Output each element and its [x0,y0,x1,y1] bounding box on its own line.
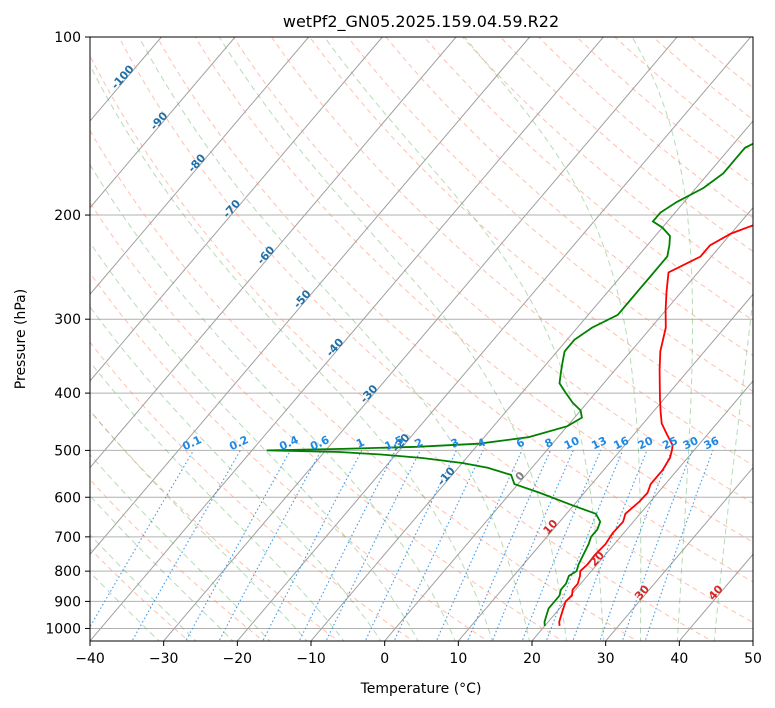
moist-adiabat-line [90,163,456,641]
x-tick-label: 50 [744,651,762,667]
mixing-ratio-label: 25 [660,434,679,452]
dry-adiabat-line [156,37,753,583]
x-tick-label: 0 [380,651,389,667]
plot-frame [89,36,754,642]
moist-adiabat-line [90,571,160,641]
x-axis-label: Temperature (°C) [360,681,482,697]
isotherm-line [383,206,753,641]
moist-adiabat-line [90,533,197,641]
isotherm-line [752,640,753,641]
mixing-ratio-label: 20 [636,434,656,452]
y-tick-label: 300 [54,312,81,328]
y-tick-label: 900 [54,594,81,610]
mixing-ratio-line [572,450,648,641]
isotherm-line [531,380,753,641]
mixing-ratio-label: 30 [681,434,701,452]
mixing-ratio-line [644,450,714,641]
chart-title: wetPf2_GN05.2025.159.04.59.R22 [283,12,559,32]
moist-adiabat-line [90,64,493,641]
moist-adiabat-line [90,409,308,641]
x-tick-label: 20 [523,651,541,667]
isotherm-line [457,293,753,641]
mixing-ratio-line [621,450,693,641]
isotherm-line [90,37,531,556]
x-tick-label: 10 [449,651,467,667]
y-tick-label: 400 [54,386,81,402]
y-tick-label: 100 [54,30,81,46]
x-tick-label: −30 [149,651,179,667]
moist-adiabat-line [90,241,419,641]
dry-adiabat-line [90,478,265,641]
background-lines [90,37,753,641]
moist-adiabat-line [323,37,604,641]
y-tick-label: 200 [54,208,81,224]
temperature-line [558,224,753,626]
mixing-ratio-line [90,450,194,628]
dry-adiabat-line [194,37,753,543]
dry-adiabat-line [90,201,564,641]
x-tick-label: 30 [597,651,615,667]
x-tick-label: −10 [296,651,326,667]
moist-adiabat-line [463,37,642,641]
moist-adiabat-line [90,361,345,641]
isotherm-line [90,37,310,296]
dry-adiabat-line [385,37,753,357]
moist-adiabat-line [713,293,753,641]
y-tick-label: 500 [54,443,81,459]
mixing-ratio-line [491,450,574,641]
moist-adiabat-line [90,306,382,641]
dry-adiabat-line [309,37,753,429]
y-tick-label: 1000 [45,621,81,637]
mixing-ratio-label: 36 [702,434,722,452]
dry-adiabat-line [118,37,753,624]
dry-adiabat-line [270,37,753,466]
mixing-ratio-line [218,450,322,641]
mixing-ratio-line [521,450,602,641]
x-tick-label: −40 [75,651,105,667]
mixing-ratio-label: 13 [589,434,608,452]
mixing-ratio-line [262,450,363,641]
dry-adiabat-line [90,54,713,641]
mixing-ratio-label: 10 [562,434,582,452]
dry-adiabat-line [90,129,639,641]
y-tick-label: 700 [54,530,81,546]
isotherm-line [604,466,753,641]
moist-adiabat-line [218,37,567,641]
moist-adiabat-line [138,37,530,641]
moist-adiabat-line [631,37,693,641]
mixing-ratio-line [364,450,457,641]
y-axis-label: Pressure (hPa) [13,289,29,389]
moist-adiabat-line [90,494,234,641]
isotherm-line [90,37,605,641]
y-tick-label: 600 [54,490,81,506]
isotherm-line [90,37,236,209]
dry-adiabat-line [232,37,753,504]
isotherm-line [162,37,678,641]
isotherm-line [90,37,457,469]
mixing-ratio-line [298,450,396,641]
plot-background [90,37,753,641]
x-tick-label: 40 [670,651,688,667]
axis-ticks: −40 −30 −20 −10 0 10 20 30 40 50 100 200 300 400 500 60… [45,30,762,667]
dry-adiabat-line [90,272,489,641]
isotherm-line [310,120,753,641]
mixing-ratio-line [393,450,484,641]
profile-lines [266,142,753,626]
mixing-ratio-label: 16 [612,434,632,452]
x-tick-label: −20 [223,651,253,667]
mixing-ratio-line [545,450,624,641]
dry-adiabat-line [461,37,753,287]
y-tick-label: 800 [54,564,81,580]
dewpoint-line [266,142,753,626]
moist-adiabat-line [90,453,271,641]
isotherm-line [236,37,752,641]
mixing-ratio-line [599,450,673,641]
isotherm-line [90,37,384,382]
dry-adiabat-line [90,547,190,641]
